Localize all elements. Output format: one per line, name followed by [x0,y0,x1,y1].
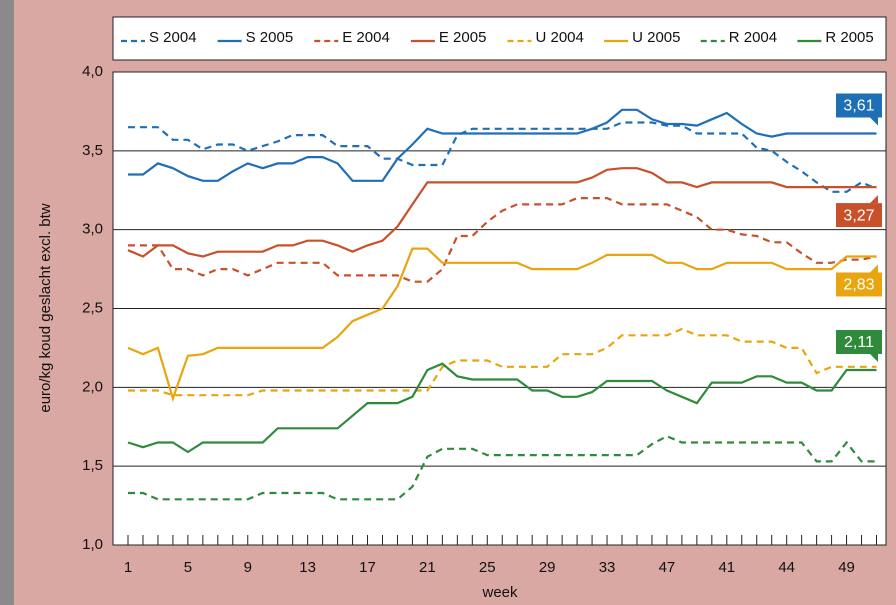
x-tick-label: 17 [359,559,376,576]
legend-label: E 2004 [342,29,390,46]
legend-label: U 2004 [536,29,584,46]
annotation-label: 3,27 [843,207,874,224]
x-tick-label: 41 [718,559,735,576]
x-tick-label: 9 [244,559,252,576]
legend-label: R 2004 [729,29,777,46]
series-line [128,434,877,501]
annotation-pointer [870,117,878,126]
y-tick-label: 4,0 [82,63,103,80]
annotation-pointer [870,353,878,362]
y-tick-label: 2,0 [82,378,103,395]
legend-label: R 2005 [825,29,873,46]
legend-label: S 2004 [149,29,197,46]
annotation-box [836,272,882,297]
series-line [127,362,877,454]
annotation-label: 2,83 [843,277,874,294]
y-tick-label: 2,5 [82,299,103,316]
x-tick-label: 13 [299,559,316,576]
y-tick-label: 3,0 [82,221,103,238]
legend-box [112,16,887,61]
series-line [128,327,877,397]
series-line [127,167,877,258]
annotation-label: 3,61 [843,98,874,115]
annotation-box [836,203,882,228]
x-tick-label: 33 [599,559,616,576]
series-line [128,121,877,193]
x-tick-label: 44 [778,559,795,576]
y-tick-label: 3,5 [82,142,103,159]
x-axis-label: week [481,584,518,601]
series-line [128,108,877,182]
series-line [128,197,877,283]
y-axis-label: euro/kg koud geslacht excl. btw [37,203,54,412]
annotation-box [836,329,882,354]
y-tick-label: 1,5 [82,457,103,474]
series-line [127,247,877,402]
annotation-pointer [870,264,878,273]
y-tick-label: 1,0 [82,536,103,553]
x-tick-label: 21 [419,559,436,576]
legend-label: E 2005 [439,29,487,46]
annotation-label: 2,11 [844,334,874,351]
x-tick-label: 49 [838,559,855,576]
annotation-box [836,93,882,118]
x-tick-label: 1 [124,559,132,576]
annotation-pointer [870,195,878,204]
legend-label: U 2005 [632,29,680,46]
legend-label: S 2005 [246,29,294,46]
x-tick-label: 47 [659,559,676,576]
x-tick-label: 25 [479,559,496,576]
x-tick-label: 29 [539,559,556,576]
left-strip [0,0,14,605]
x-tick-label: 5 [184,559,192,576]
